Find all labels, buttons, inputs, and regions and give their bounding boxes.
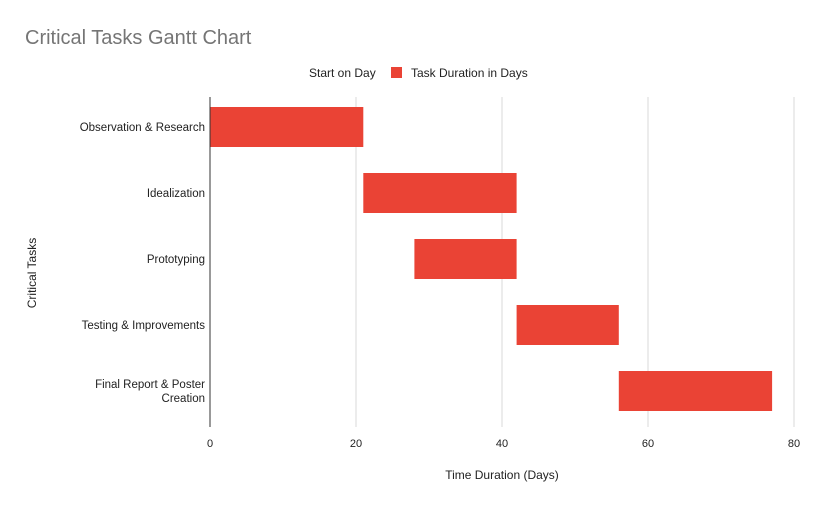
category-label: Observation & Research: [80, 122, 205, 134]
x-tick-label: 80: [788, 438, 800, 450]
category-label: Prototyping: [147, 254, 205, 266]
legend-label-duration: Task Duration in Days: [411, 66, 528, 80]
category-label: Testing & Improvements: [82, 320, 206, 332]
x-axis-title: Time Duration (Days): [445, 468, 559, 482]
category-label: Final Report & Poster Creation: [95, 379, 205, 405]
bar-task-duration: [414, 239, 517, 279]
legend-swatch-duration: [391, 67, 402, 78]
x-tick-label: 40: [496, 438, 508, 450]
x-tick-label: 20: [350, 438, 362, 450]
bar-task-duration: [210, 107, 364, 147]
x-tick-labels: 0 20 40 60 80: [207, 438, 800, 450]
bar-task-duration: [363, 173, 517, 213]
gridlines: [355, 97, 795, 427]
bars: [210, 107, 773, 411]
chart-title: Critical Tasks Gantt Chart: [25, 27, 252, 49]
category-label: Idealization: [147, 188, 205, 200]
x-tick-label: 0: [207, 438, 213, 450]
bar-task-duration: [618, 371, 773, 411]
category-labels: Observation & Research Idealization Protot…: [80, 122, 206, 405]
x-tick-label: 60: [642, 438, 654, 450]
legend: Start on Day Task Duration in Days: [309, 66, 528, 80]
y-axis-title: Critical Tasks: [25, 238, 39, 308]
legend-label-start: Start on Day: [309, 66, 376, 80]
bar-task-duration: [516, 305, 619, 345]
